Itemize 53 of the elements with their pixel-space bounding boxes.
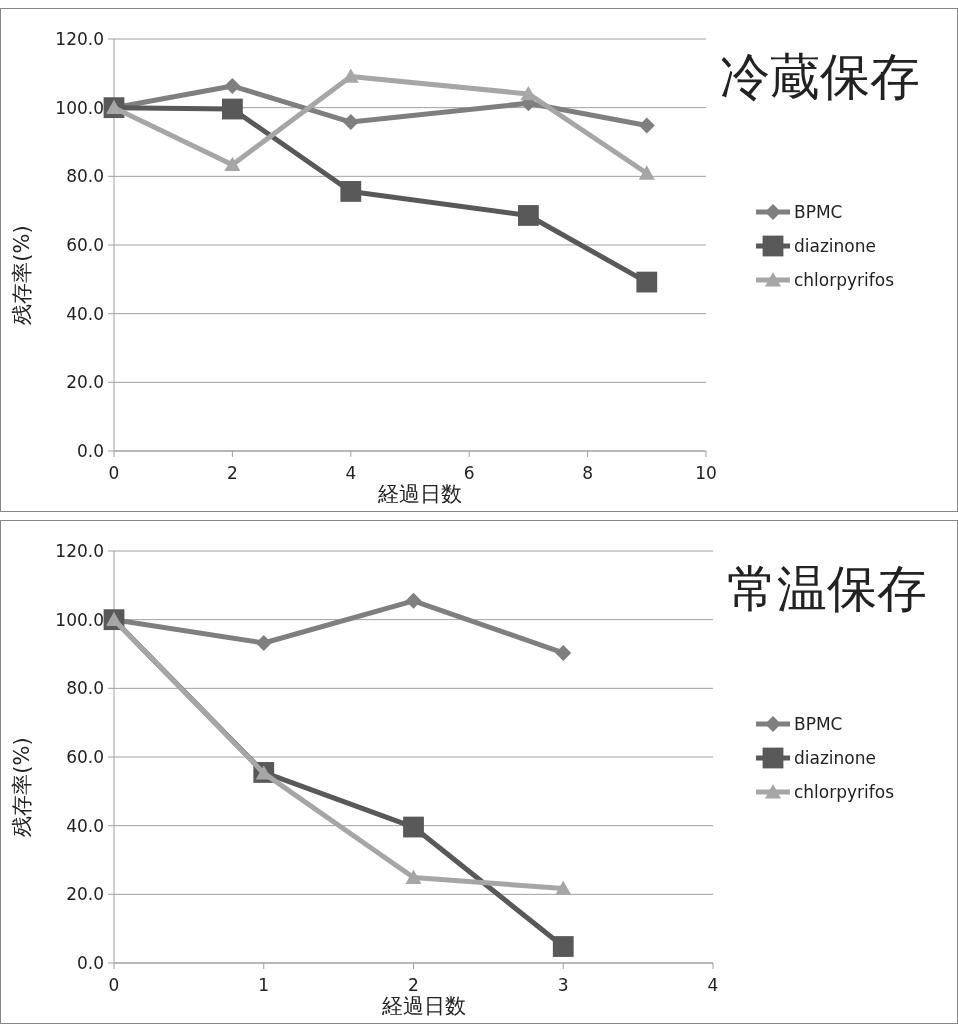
y-tick-label: 60.0 [66,235,104,255]
legend-label: diazinone [794,236,876,256]
y-tick-label: 80.0 [66,166,104,187]
point [255,635,272,652]
y-tick-label: 60.0 [66,747,104,767]
point [518,205,539,226]
x-tick-label: 2 [226,463,238,483]
point [403,816,424,838]
x-tick-label: 0 [108,463,120,483]
y-tick-label: 100.0 [55,609,104,630]
y-tick-label: 100.0 [55,97,104,118]
y-tick-label: 120.0 [55,541,104,561]
text: 冷蔵保存 [720,48,920,106]
y-tick-label: 40.0 [66,303,104,324]
y-tick-label: 40.0 [66,815,104,836]
x-tick-label: 4 [345,463,357,483]
x-axis-title: 経過日数 [380,994,466,1018]
point [340,181,362,202]
x-axis-title: 経過日数 [377,482,462,506]
y-tick-label: 20.0 [66,884,104,905]
legend-label: BPMC [794,714,843,734]
point [555,880,572,895]
point [224,78,241,95]
point [552,936,574,957]
y-tick-label: 0.0 [76,441,104,461]
legend-label: diazinone [794,748,876,768]
point [555,644,572,661]
x-tick-label: 3 [557,975,569,995]
point [405,592,422,609]
point [222,98,243,120]
point [342,114,359,131]
y-tick-label: 120.0 [55,29,104,49]
y-tick-label: 0.0 [76,953,104,973]
x-tick-label: 2 [408,975,419,995]
point [638,117,655,134]
x-tick-label: 8 [582,463,594,483]
point [636,271,658,293]
y-tick-label: 20.0 [66,372,104,393]
x-tick-label: 10 [695,463,717,483]
x-tick-label: 1 [258,975,270,995]
legend-label: chlorpyrifos [794,782,895,802]
point [224,156,241,172]
x-tick-label: 6 [463,463,475,483]
x-tick-label: 4 [707,975,719,995]
point [405,869,422,884]
legend-label: chlorpyrifos [794,270,895,290]
text: 常温保存 [727,560,927,618]
legend-label: BPMC [794,202,843,222]
point [638,165,655,180]
y-tick-label: 80.0 [66,678,104,699]
y-axis-title: 残存率(%) [10,737,34,837]
x-tick-label: 0 [108,975,120,995]
y-axis-title: 残存率(%) [10,225,34,325]
